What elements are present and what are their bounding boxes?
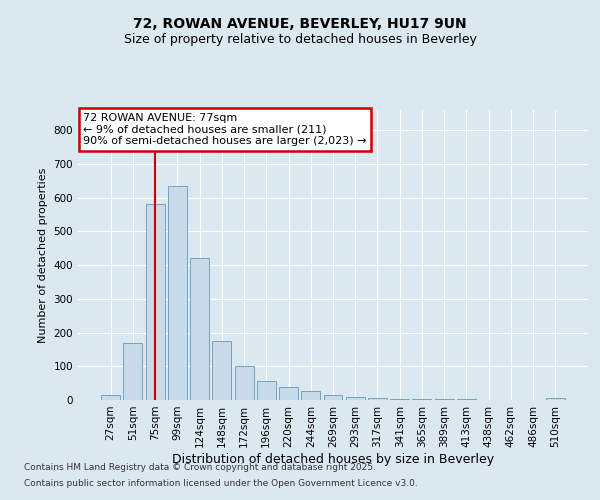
Bar	[279, 386, 298, 400]
Y-axis label: Number of detached properties: Number of detached properties	[38, 168, 48, 342]
Bar	[390, 398, 409, 400]
Text: Contains HM Land Registry data © Crown copyright and database right 2025.: Contains HM Land Registry data © Crown c…	[24, 464, 376, 472]
Bar	[235, 366, 254, 400]
Text: Contains public sector information licensed under the Open Government Licence v3: Contains public sector information licen…	[24, 478, 418, 488]
Bar	[146, 204, 164, 400]
X-axis label: Distribution of detached houses by size in Beverley: Distribution of detached houses by size …	[172, 452, 494, 466]
Text: 72 ROWAN AVENUE: 77sqm
← 9% of detached houses are smaller (211)
90% of semi-det: 72 ROWAN AVENUE: 77sqm ← 9% of detached …	[83, 113, 367, 146]
Bar	[323, 395, 343, 400]
Bar	[168, 186, 187, 400]
Bar	[257, 382, 276, 400]
Text: 72, ROWAN AVENUE, BEVERLEY, HU17 9UN: 72, ROWAN AVENUE, BEVERLEY, HU17 9UN	[133, 18, 467, 32]
Bar	[101, 395, 120, 400]
Bar	[301, 391, 320, 400]
Text: Size of property relative to detached houses in Beverley: Size of property relative to detached ho…	[124, 32, 476, 46]
Bar	[546, 398, 565, 400]
Bar	[124, 344, 142, 400]
Bar	[346, 398, 365, 400]
Bar	[412, 399, 431, 400]
Bar	[212, 341, 231, 400]
Bar	[368, 398, 387, 400]
Bar	[190, 258, 209, 400]
